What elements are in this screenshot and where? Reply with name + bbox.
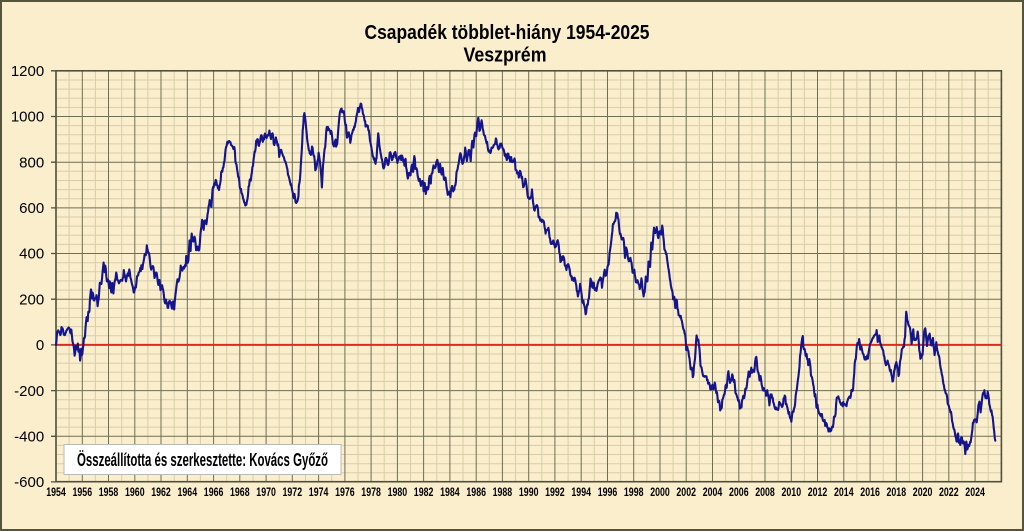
svg-text:2016: 2016	[860, 487, 880, 499]
svg-text:1992: 1992	[545, 487, 565, 499]
svg-text:Csapadék többlet-hiány 1954-20: Csapadék többlet-hiány 1954-2025	[365, 22, 650, 44]
svg-text:-200: -200	[14, 383, 44, 400]
svg-text:2020: 2020	[913, 487, 933, 499]
svg-text:-400: -400	[14, 429, 44, 446]
svg-text:1984: 1984	[440, 487, 460, 499]
svg-text:1980: 1980	[388, 487, 408, 499]
svg-text:2008: 2008	[755, 487, 775, 499]
svg-text:1000: 1000	[11, 109, 44, 126]
svg-text:1978: 1978	[361, 487, 381, 499]
svg-text:200: 200	[19, 291, 44, 308]
svg-text:2018: 2018	[887, 487, 907, 499]
svg-text:-600: -600	[14, 474, 44, 491]
svg-text:2024: 2024	[965, 487, 985, 499]
svg-text:1970: 1970	[256, 487, 276, 499]
svg-text:Veszprém: Veszprém	[464, 45, 547, 67]
svg-text:400: 400	[19, 246, 44, 263]
svg-text:2014: 2014	[834, 487, 854, 499]
svg-text:1200: 1200	[11, 63, 44, 80]
svg-text:2002: 2002	[676, 487, 696, 499]
svg-text:1962: 1962	[151, 487, 171, 499]
svg-text:1954: 1954	[46, 487, 66, 499]
svg-text:1966: 1966	[204, 487, 224, 499]
svg-text:1986: 1986	[466, 487, 486, 499]
svg-text:2000: 2000	[650, 487, 670, 499]
svg-text:1988: 1988	[493, 487, 513, 499]
svg-text:1982: 1982	[414, 487, 434, 499]
svg-text:1964: 1964	[178, 487, 198, 499]
svg-text:1960: 1960	[125, 487, 145, 499]
svg-text:2004: 2004	[703, 487, 723, 499]
svg-text:2006: 2006	[729, 487, 749, 499]
svg-text:1956: 1956	[73, 487, 93, 499]
svg-text:1996: 1996	[598, 487, 618, 499]
svg-text:1974: 1974	[309, 487, 329, 499]
svg-text:1976: 1976	[335, 487, 355, 499]
svg-text:2022: 2022	[939, 487, 959, 499]
svg-text:1994: 1994	[571, 487, 591, 499]
svg-text:2012: 2012	[808, 487, 828, 499]
svg-text:1958: 1958	[99, 487, 119, 499]
svg-text:1968: 1968	[230, 487, 250, 499]
svg-text:600: 600	[19, 200, 44, 217]
svg-text:1998: 1998	[624, 487, 644, 499]
svg-text:1972: 1972	[283, 487, 303, 499]
svg-text:2010: 2010	[782, 487, 802, 499]
svg-text:0: 0	[36, 337, 44, 354]
svg-text:800: 800	[19, 154, 44, 171]
svg-text:Összeállította és szerkesztett: Összeállította és szerkesztette: Kovács …	[77, 450, 328, 470]
svg-text:1990: 1990	[519, 487, 539, 499]
